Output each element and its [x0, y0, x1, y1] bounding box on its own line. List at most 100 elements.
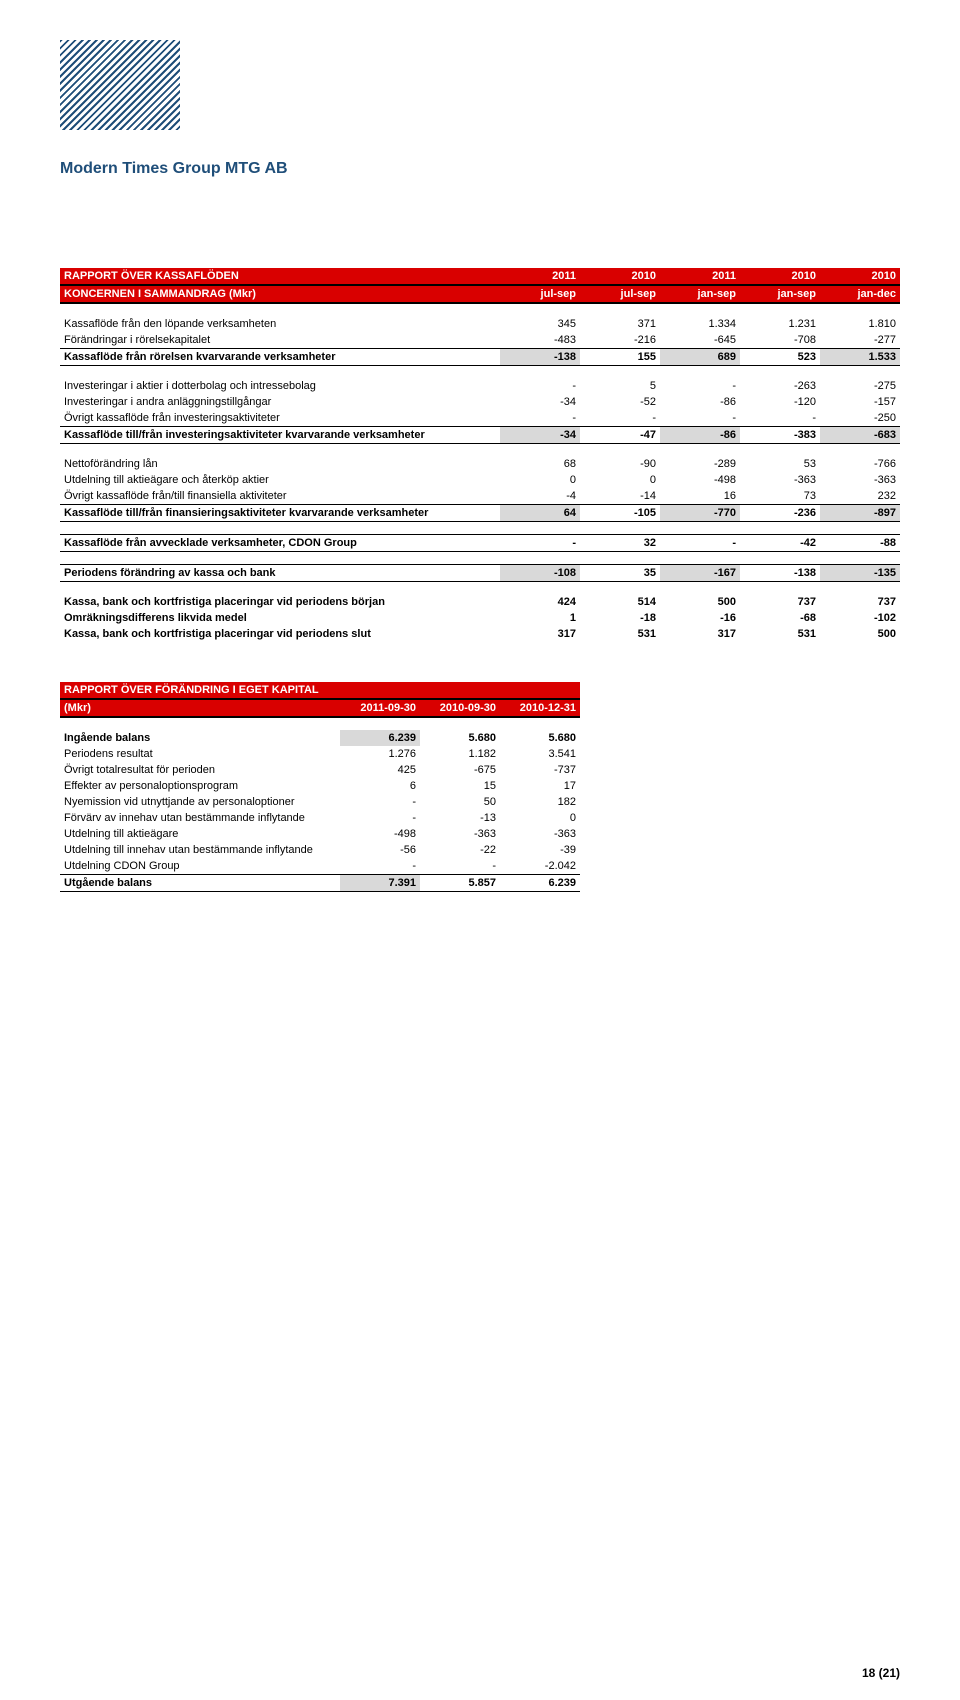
cell: Nettoförändring lån — [60, 456, 500, 472]
cell: 0 — [500, 810, 580, 826]
cell: Förändringar i rörelsekapitalet — [60, 332, 500, 349]
cell: 317 — [500, 626, 580, 642]
cell: 317 — [660, 626, 740, 642]
cell: 16 — [660, 488, 740, 505]
cell: 73 — [740, 488, 820, 505]
cell: - — [340, 810, 420, 826]
cell: -86 — [660, 427, 740, 444]
cell: 3.541 — [500, 746, 580, 762]
table-row: Investeringar i aktier i dotterbolag och… — [60, 378, 900, 394]
cell: 1.334 — [660, 316, 740, 332]
table-row: Periodens förändring av kassa och bank-1… — [60, 565, 900, 582]
table-row: Förändringar i rörelsekapitalet-483-216-… — [60, 332, 900, 349]
cell: Ingående balans — [60, 730, 340, 746]
cell: 7.391 — [340, 875, 420, 892]
cell: Utdelning till aktieägare — [60, 826, 340, 842]
table-row — [60, 444, 900, 457]
cell: -167 — [660, 565, 740, 582]
header-cell: jul-sep — [580, 285, 660, 303]
cell: -135 — [820, 565, 900, 582]
cell: Kassaflöde från den löpande verksamheten — [60, 316, 500, 332]
cell: -737 — [500, 762, 580, 778]
cell — [60, 444, 500, 457]
table-row: Kassa, bank och kortfristiga placeringar… — [60, 626, 900, 642]
table-row: Nyemission vid utnyttjande av personalop… — [60, 794, 580, 810]
cell: -277 — [820, 332, 900, 349]
cell: 5.680 — [420, 730, 500, 746]
cell: - — [340, 858, 420, 875]
cell: 1.231 — [740, 316, 820, 332]
cell — [580, 444, 660, 457]
cell — [820, 582, 900, 595]
header-pattern — [60, 40, 180, 130]
cell: Kassaflöde från avvecklade verksamheter,… — [60, 535, 500, 552]
table-row: Effekter av personaloptionsprogram61517 — [60, 778, 580, 794]
cell: Effekter av personaloptionsprogram — [60, 778, 340, 794]
cell: -483 — [500, 332, 580, 349]
cell — [500, 444, 580, 457]
cell: 182 — [500, 794, 580, 810]
cell: -56 — [340, 842, 420, 858]
table-row: Periodens resultat1.2761.1823.541 — [60, 746, 580, 762]
cell: 371 — [580, 316, 660, 332]
cell: 232 — [820, 488, 900, 505]
cell — [580, 366, 660, 379]
cell: 531 — [580, 626, 660, 642]
cell: Övrigt kassaflöde från/till finansiella … — [60, 488, 500, 505]
cell: 1.810 — [820, 316, 900, 332]
cell: -16 — [660, 610, 740, 626]
cell — [500, 582, 580, 595]
table-row: Utdelning till aktieägare och återköp ak… — [60, 472, 900, 488]
cell: -138 — [740, 565, 820, 582]
cell: -645 — [660, 332, 740, 349]
cell — [820, 552, 900, 565]
cell: 53 — [740, 456, 820, 472]
header-cell: 2010 — [820, 268, 900, 285]
cell: Utgående balans — [60, 875, 340, 892]
cell: -236 — [740, 505, 820, 522]
cell — [660, 366, 740, 379]
table-row: Utdelning till innehav utan bestämmande … — [60, 842, 580, 858]
cell — [820, 522, 900, 535]
cell — [500, 522, 580, 535]
cell — [820, 444, 900, 457]
cell: Kassa, bank och kortfristiga placeringar… — [60, 626, 500, 642]
cell: - — [420, 858, 500, 875]
table-row: Omräkningsdifferens likvida medel1-18-16… — [60, 610, 900, 626]
table-row: Investeringar i andra anläggningstillgån… — [60, 394, 900, 410]
cell: -47 — [580, 427, 660, 444]
cell: -250 — [820, 410, 900, 427]
cell: -34 — [500, 427, 580, 444]
cell: -289 — [660, 456, 740, 472]
table-row: Förvärv av innehav utan bestämmande infl… — [60, 810, 580, 826]
cell: Övrigt kassaflöde från investeringsaktiv… — [60, 410, 500, 427]
cell — [660, 552, 740, 565]
cell: 1.533 — [820, 349, 900, 366]
cell: 64 — [500, 505, 580, 522]
cell — [740, 552, 820, 565]
cell: 500 — [660, 594, 740, 610]
cell: Övrigt totalresultat för perioden — [60, 762, 340, 778]
table-row: Kassa, bank och kortfristiga placeringar… — [60, 594, 900, 610]
equity-table: RAPPORT ÖVER FÖRÄNDRING I EGET KAPITAL(M… — [60, 682, 580, 892]
cell: -363 — [740, 472, 820, 488]
table-row — [60, 582, 900, 595]
cell: - — [660, 410, 740, 427]
cell: -42 — [740, 535, 820, 552]
table-row: Övrigt totalresultat för perioden425-675… — [60, 762, 580, 778]
cell — [60, 522, 500, 535]
cell: 17 — [500, 778, 580, 794]
header-cell — [420, 682, 500, 699]
cell: - — [500, 535, 580, 552]
cell: Investeringar i aktier i dotterbolag och… — [60, 378, 500, 394]
cell: 531 — [740, 626, 820, 642]
cell — [500, 366, 580, 379]
header-cell: 2011-09-30 — [340, 699, 420, 717]
cell: 35 — [580, 565, 660, 582]
header-cell — [340, 682, 420, 699]
header-cell: jul-sep — [500, 285, 580, 303]
table-row: Övrigt kassaflöde från/till finansiella … — [60, 488, 900, 505]
cell: - — [660, 378, 740, 394]
header-cell: jan-dec — [820, 285, 900, 303]
cell: -708 — [740, 332, 820, 349]
